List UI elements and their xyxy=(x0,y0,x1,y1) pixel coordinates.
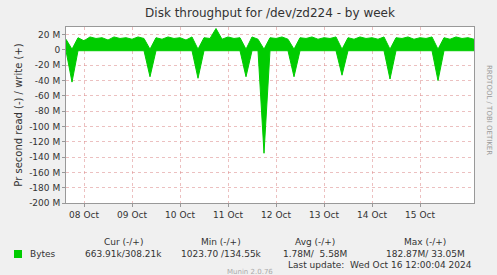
svg-text:10 Oct: 10 Oct xyxy=(165,210,195,220)
svg-text:1.78M/ 5.58M: 1.78M/ 5.58M xyxy=(283,249,347,259)
svg-text:09 Oct: 09 Oct xyxy=(117,210,147,220)
svg-text:-40 M: -40 M xyxy=(35,76,60,86)
svg-text:Pr second read (-) / write (+): Pr second read (-) / write (+) xyxy=(13,43,24,186)
svg-text:11 Oct: 11 Oct xyxy=(213,210,243,220)
svg-text:182.87M/ 33.05M: 182.87M/ 33.05M xyxy=(386,249,465,259)
svg-text:-200 M: -200 M xyxy=(29,198,60,208)
svg-text:12 Oct: 12 Oct xyxy=(261,210,291,220)
svg-text:-140 M: -140 M xyxy=(29,152,60,162)
svg-text:-100 M: -100 M xyxy=(29,122,60,132)
svg-text:Bytes: Bytes xyxy=(30,249,56,259)
svg-text:-120 M: -120 M xyxy=(29,137,60,147)
svg-text:Last update: Wed Oct 16 12:00: Last update: Wed Oct 16 12:00:04 2024 xyxy=(288,260,472,270)
svg-text:15 Oct: 15 Oct xyxy=(405,210,435,220)
svg-text:Min (-/+): Min (-/+) xyxy=(201,237,241,247)
svg-text:14 Oct: 14 Oct xyxy=(357,210,387,220)
svg-text:13 Oct: 13 Oct xyxy=(309,210,339,220)
svg-text:1023.70 /134.55k: 1023.70 /134.55k xyxy=(181,249,262,259)
svg-text:Avg (-/+): Avg (-/+) xyxy=(295,237,335,247)
svg-text:-160 M: -160 M xyxy=(29,168,60,178)
svg-text:-20 M: -20 M xyxy=(35,60,60,70)
svg-text:20 M: 20 M xyxy=(38,30,60,40)
svg-text:Max (-/+): Max (-/+) xyxy=(404,237,446,247)
svg-text:08 Oct: 08 Oct xyxy=(69,210,99,220)
svg-text:Cur (-/+): Cur (-/+) xyxy=(104,237,143,247)
svg-text:Munin 2.0.76: Munin 2.0.76 xyxy=(227,268,273,275)
svg-text:663.91k/308.21k: 663.91k/308.21k xyxy=(85,249,162,259)
svg-text:Disk throughput for /dev/zd224: Disk throughput for /dev/zd224 - by week xyxy=(145,6,395,20)
svg-text:-60 M: -60 M xyxy=(35,91,60,101)
svg-text:0: 0 xyxy=(54,45,60,55)
svg-text:RRDTOOL / TOBI OETIKER: RRDTOOL / TOBI OETIKER xyxy=(485,65,493,155)
svg-text:-80 M: -80 M xyxy=(35,106,60,116)
svg-text:-180 M: -180 M xyxy=(29,183,60,193)
